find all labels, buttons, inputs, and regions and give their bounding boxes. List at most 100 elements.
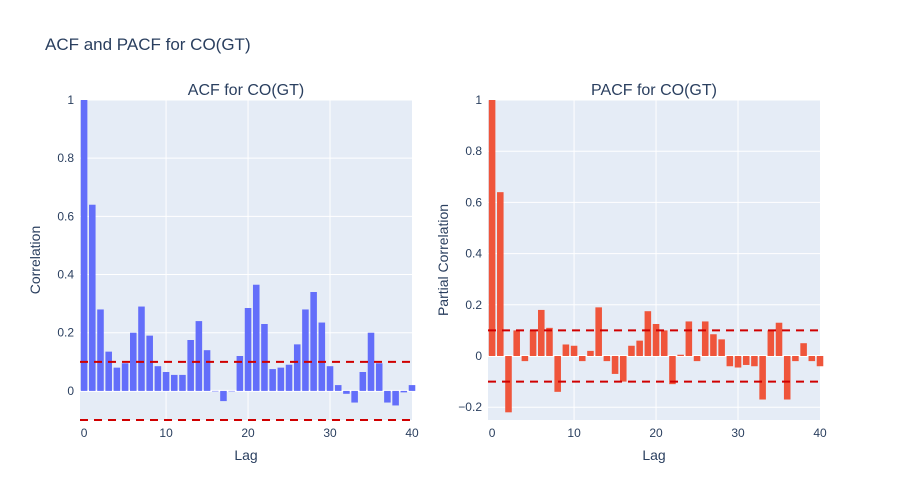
pacf-bar-lag-7	[546, 327, 553, 356]
pacf-bar-lag-36	[783, 356, 791, 400]
acf-y-tick-label: 0.2	[57, 326, 74, 340]
acf-bar-lag-2	[97, 309, 104, 391]
figure-title: ACF and PACF for CO(GT)	[45, 35, 251, 54]
pacf-plot-area	[488, 100, 820, 420]
pacf-bar-lag-17	[628, 345, 635, 356]
pacf-bar-lag-27	[710, 334, 717, 356]
pacf-bar-lag-21	[660, 330, 668, 356]
pacf-bar-lag-35	[775, 322, 783, 356]
acf-x-tick-label: 10	[159, 426, 173, 440]
pacf-bar-lag-3	[513, 330, 520, 356]
acf-bar-lag-16	[211, 390, 219, 392]
acf-bar-lag-10	[162, 372, 170, 391]
acf-x-axis-label: Lag	[234, 447, 257, 463]
pacf-y-tick-label: −0.2	[458, 400, 482, 414]
pacf-bar-lag-5	[529, 330, 537, 356]
acf-bar-lag-18	[228, 390, 235, 392]
pacf-y-tick-label: 0.6	[465, 195, 482, 209]
pacf-bar-lag-19	[644, 311, 652, 356]
pacf-x-axis-label: Lag	[642, 447, 665, 463]
acf-bar-lag-0	[80, 100, 88, 391]
pacf-bar-lag-1	[497, 192, 504, 356]
pacf-bar-lag-31	[742, 356, 750, 365]
pacf-bar-lag-28	[718, 339, 725, 356]
acf-bar-lag-39	[400, 390, 408, 393]
pacf-y-tick-label: 0.8	[465, 144, 482, 158]
acf-y-tick-label: 0.6	[57, 209, 74, 223]
acf-x-tick-label: 20	[241, 426, 255, 440]
acf-bar-lag-35	[367, 332, 375, 391]
acf-y-tick-label: 0.4	[57, 268, 74, 282]
pacf-bar-lag-20	[652, 324, 660, 356]
acf-bar-lag-11	[170, 374, 178, 391]
pacf-bar-lag-40	[816, 356, 824, 367]
pacf-bar-lag-33	[759, 356, 766, 400]
pacf-bar-lag-12	[587, 350, 594, 356]
acf-bar-lag-30	[326, 366, 334, 391]
pacf-bar-lag-32	[751, 356, 758, 367]
acf-bar-lag-15	[203, 350, 211, 391]
acf-bar-lag-20	[244, 308, 252, 391]
acf-bar-lag-31	[334, 385, 342, 391]
acf-bar-lag-6	[130, 332, 137, 391]
pacf-bar-lag-2	[505, 356, 512, 413]
acf-bar-lag-1	[89, 204, 96, 391]
acf-bar-lag-37	[384, 390, 391, 403]
acf-bar-lag-23	[269, 369, 276, 391]
pacf-bar-lag-30	[734, 356, 742, 368]
acf-bar-lag-26	[293, 344, 301, 391]
acf-bar-lag-13	[187, 340, 194, 391]
acf-bar-lag-33	[351, 390, 358, 403]
acf-bar-lag-21	[252, 284, 260, 391]
pacf-bar-lag-23	[677, 354, 684, 356]
pacf-bar-lag-9	[562, 344, 570, 356]
pacf-bar-lag-16	[619, 356, 627, 382]
acf-bar-lag-7	[138, 306, 145, 391]
pacf-bar-lag-38	[800, 343, 807, 356]
pacf-bar-lag-14	[603, 356, 611, 362]
acf-x-tick-label: 0	[81, 426, 88, 440]
pacf-bar-lag-24	[685, 321, 693, 356]
pacf-bar-lag-8	[554, 356, 561, 392]
pacf-bar-lag-37	[792, 356, 799, 362]
acf-bar-lag-28	[310, 292, 317, 391]
pacf-bar-lag-4	[521, 356, 529, 362]
acf-bar-lag-12	[179, 374, 186, 391]
acf-bar-lag-36	[375, 363, 383, 391]
acf-title: ACF for CO(GT)	[188, 82, 304, 99]
pacf-bar-lag-15	[611, 356, 619, 374]
pacf-bar-lag-0	[488, 100, 496, 356]
acf-bar-lag-22	[261, 324, 268, 391]
acf-bar-lag-25	[285, 364, 293, 391]
acf-bar-lag-5	[121, 363, 129, 391]
acf-x-tick-label: 30	[323, 426, 337, 440]
acf-bar-lag-4	[113, 367, 121, 391]
acf-y-tick-label: 0	[67, 384, 74, 398]
acf-bar-lag-29	[318, 322, 326, 391]
pacf-y-tick-label: 0.4	[465, 247, 482, 261]
acf-bar-lag-9	[154, 366, 162, 391]
pacf-bar-lag-18	[636, 340, 643, 356]
acf-bar-lag-27	[302, 309, 309, 391]
pacf-x-tick-label: 40	[813, 426, 827, 440]
acf-y-axis-label: Correlation	[27, 226, 43, 294]
acf-y-tick-label: 1	[67, 93, 74, 107]
pacf-bar-lag-22	[669, 356, 676, 385]
pacf-y-tick-label: 0.2	[465, 298, 482, 312]
pacf-bar-lag-26	[701, 321, 709, 356]
acf-bar-lag-38	[392, 390, 399, 406]
acf-y-tick-label: 0.8	[57, 151, 74, 165]
pacf-y-tick-label: 0	[475, 349, 482, 363]
acf-bar-lag-14	[195, 321, 203, 391]
pacf-bar-lag-10	[570, 345, 578, 356]
acf-bar-lag-32	[343, 390, 350, 394]
acf-bar-lag-40	[408, 385, 416, 391]
acf-bar-lag-3	[105, 351, 112, 391]
pacf-title: PACF for CO(GT)	[591, 82, 717, 99]
acf-bar-lag-34	[359, 372, 367, 391]
acf-bar-lag-8	[146, 335, 153, 391]
pacf-x-tick-label: 0	[489, 426, 496, 440]
